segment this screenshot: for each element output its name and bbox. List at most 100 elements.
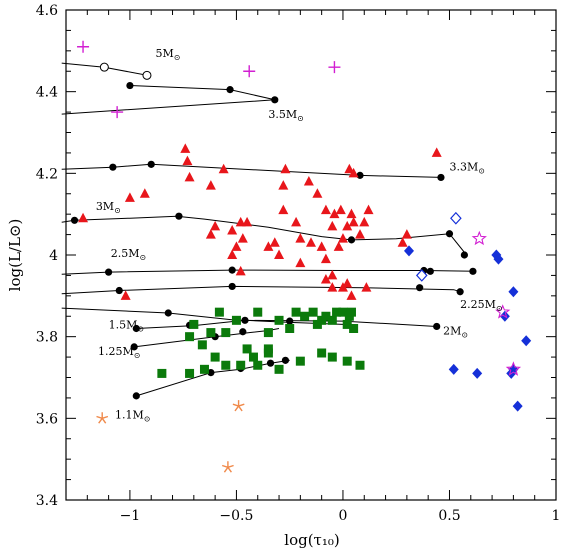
- plus-point: [243, 65, 256, 78]
- triangle-point: [242, 216, 253, 227]
- plot-background: [65, 9, 557, 501]
- y-axis-label: log(L/L⊙): [6, 219, 24, 292]
- square-point: [248, 352, 258, 362]
- square-point: [206, 328, 216, 338]
- square-point: [236, 360, 246, 370]
- triangle-point: [78, 212, 89, 223]
- square-point: [199, 364, 209, 374]
- diamond-point: [521, 335, 532, 347]
- triangle-point: [295, 257, 306, 268]
- triangle-point: [359, 216, 370, 227]
- asterisk-point: [96, 412, 109, 424]
- diamond-point: [508, 286, 519, 298]
- triangle-point: [227, 249, 238, 259]
- triangle-point: [335, 204, 346, 215]
- triangle-point: [316, 241, 327, 251]
- y-tick-label: 4.2: [36, 166, 58, 182]
- diamond-point: [493, 253, 504, 265]
- square-point: [231, 315, 241, 325]
- triangle-point: [180, 143, 191, 153]
- track-point: [286, 317, 294, 325]
- triangle-point: [303, 176, 314, 186]
- track-point: [126, 81, 134, 90]
- track-label: 1.25M⊙: [98, 345, 140, 360]
- track-point: [445, 230, 454, 238]
- triangle-point: [320, 204, 331, 215]
- square-point: [327, 315, 337, 325]
- asterisk-point: [232, 400, 245, 412]
- diamond-point: [448, 363, 459, 375]
- triangle-point: [342, 220, 353, 231]
- diamond-point: [508, 363, 519, 375]
- triangle-point: [431, 147, 442, 157]
- triangle-point: [278, 204, 289, 215]
- track-point: [271, 96, 279, 104]
- triangle-point: [337, 233, 348, 243]
- square-point: [253, 307, 263, 317]
- triangle-point: [227, 225, 238, 235]
- open-diamond-point: [415, 269, 428, 282]
- plus-point: [111, 106, 124, 119]
- triangle-point: [205, 180, 216, 190]
- track-label: 2.25M⊙: [460, 298, 502, 313]
- triangle-point: [291, 216, 302, 227]
- triangle-point: [235, 216, 246, 227]
- track-point: [239, 328, 247, 336]
- square-point: [221, 360, 231, 370]
- track-point: [105, 268, 113, 276]
- track-point-open: [142, 70, 152, 80]
- triangle-point: [139, 188, 150, 198]
- square-point: [185, 368, 195, 378]
- triangle-point: [342, 278, 353, 288]
- square-point: [214, 307, 224, 317]
- axis-ticks: −1 −0.5 0 0.5 1 3.4 3.6 3.8 4 4.2 4.4 4.6: [36, 3, 561, 524]
- triangle-point: [278, 180, 289, 190]
- track-point: [347, 236, 356, 244]
- y-tick-label: 4: [49, 248, 58, 264]
- track-point: [228, 282, 236, 291]
- track-line: [61, 285, 461, 295]
- track-point: [132, 324, 140, 333]
- track-point: [426, 267, 434, 275]
- triangle-point: [333, 241, 344, 251]
- triangle-point: [231, 241, 242, 251]
- open-star-point: [495, 304, 511, 319]
- track-point: [70, 216, 79, 224]
- triangle-point: [329, 208, 340, 219]
- track-point-open: [99, 62, 109, 72]
- square-point: [285, 324, 295, 333]
- triangle-point: [182, 155, 193, 166]
- square-point: [295, 356, 305, 366]
- y-tick-label: 3.4: [36, 493, 58, 509]
- triangle-point: [210, 220, 221, 231]
- triangle-point: [184, 171, 195, 182]
- track-label: 2.5M⊙: [111, 247, 146, 262]
- diamond-point: [512, 400, 523, 412]
- track-point: [207, 369, 215, 377]
- triangle-point: [327, 282, 338, 292]
- square-point: [346, 307, 356, 317]
- plus-point: [77, 40, 90, 53]
- y-tick-label: 3.6: [36, 411, 58, 427]
- square-point: [263, 344, 273, 354]
- track-line: [61, 85, 275, 115]
- square-point: [308, 307, 318, 317]
- track-point: [164, 309, 172, 317]
- plus-point: [328, 61, 341, 74]
- triangle-point: [346, 208, 357, 219]
- square-point: [221, 328, 231, 338]
- evolutionary-tracks: [61, 62, 477, 400]
- track-point: [469, 267, 477, 275]
- data-points: [77, 40, 532, 473]
- y-tick-label: 3.8: [36, 330, 58, 346]
- triangle-point: [269, 237, 280, 247]
- triangle-point: [327, 269, 338, 280]
- track-point: [281, 356, 290, 364]
- triangle-point: [274, 249, 285, 259]
- x-tick-label: −1: [120, 508, 141, 524]
- triangle-point: [320, 274, 331, 284]
- square-point: [338, 307, 348, 317]
- triangle-point: [327, 220, 338, 231]
- square-point: [342, 356, 352, 366]
